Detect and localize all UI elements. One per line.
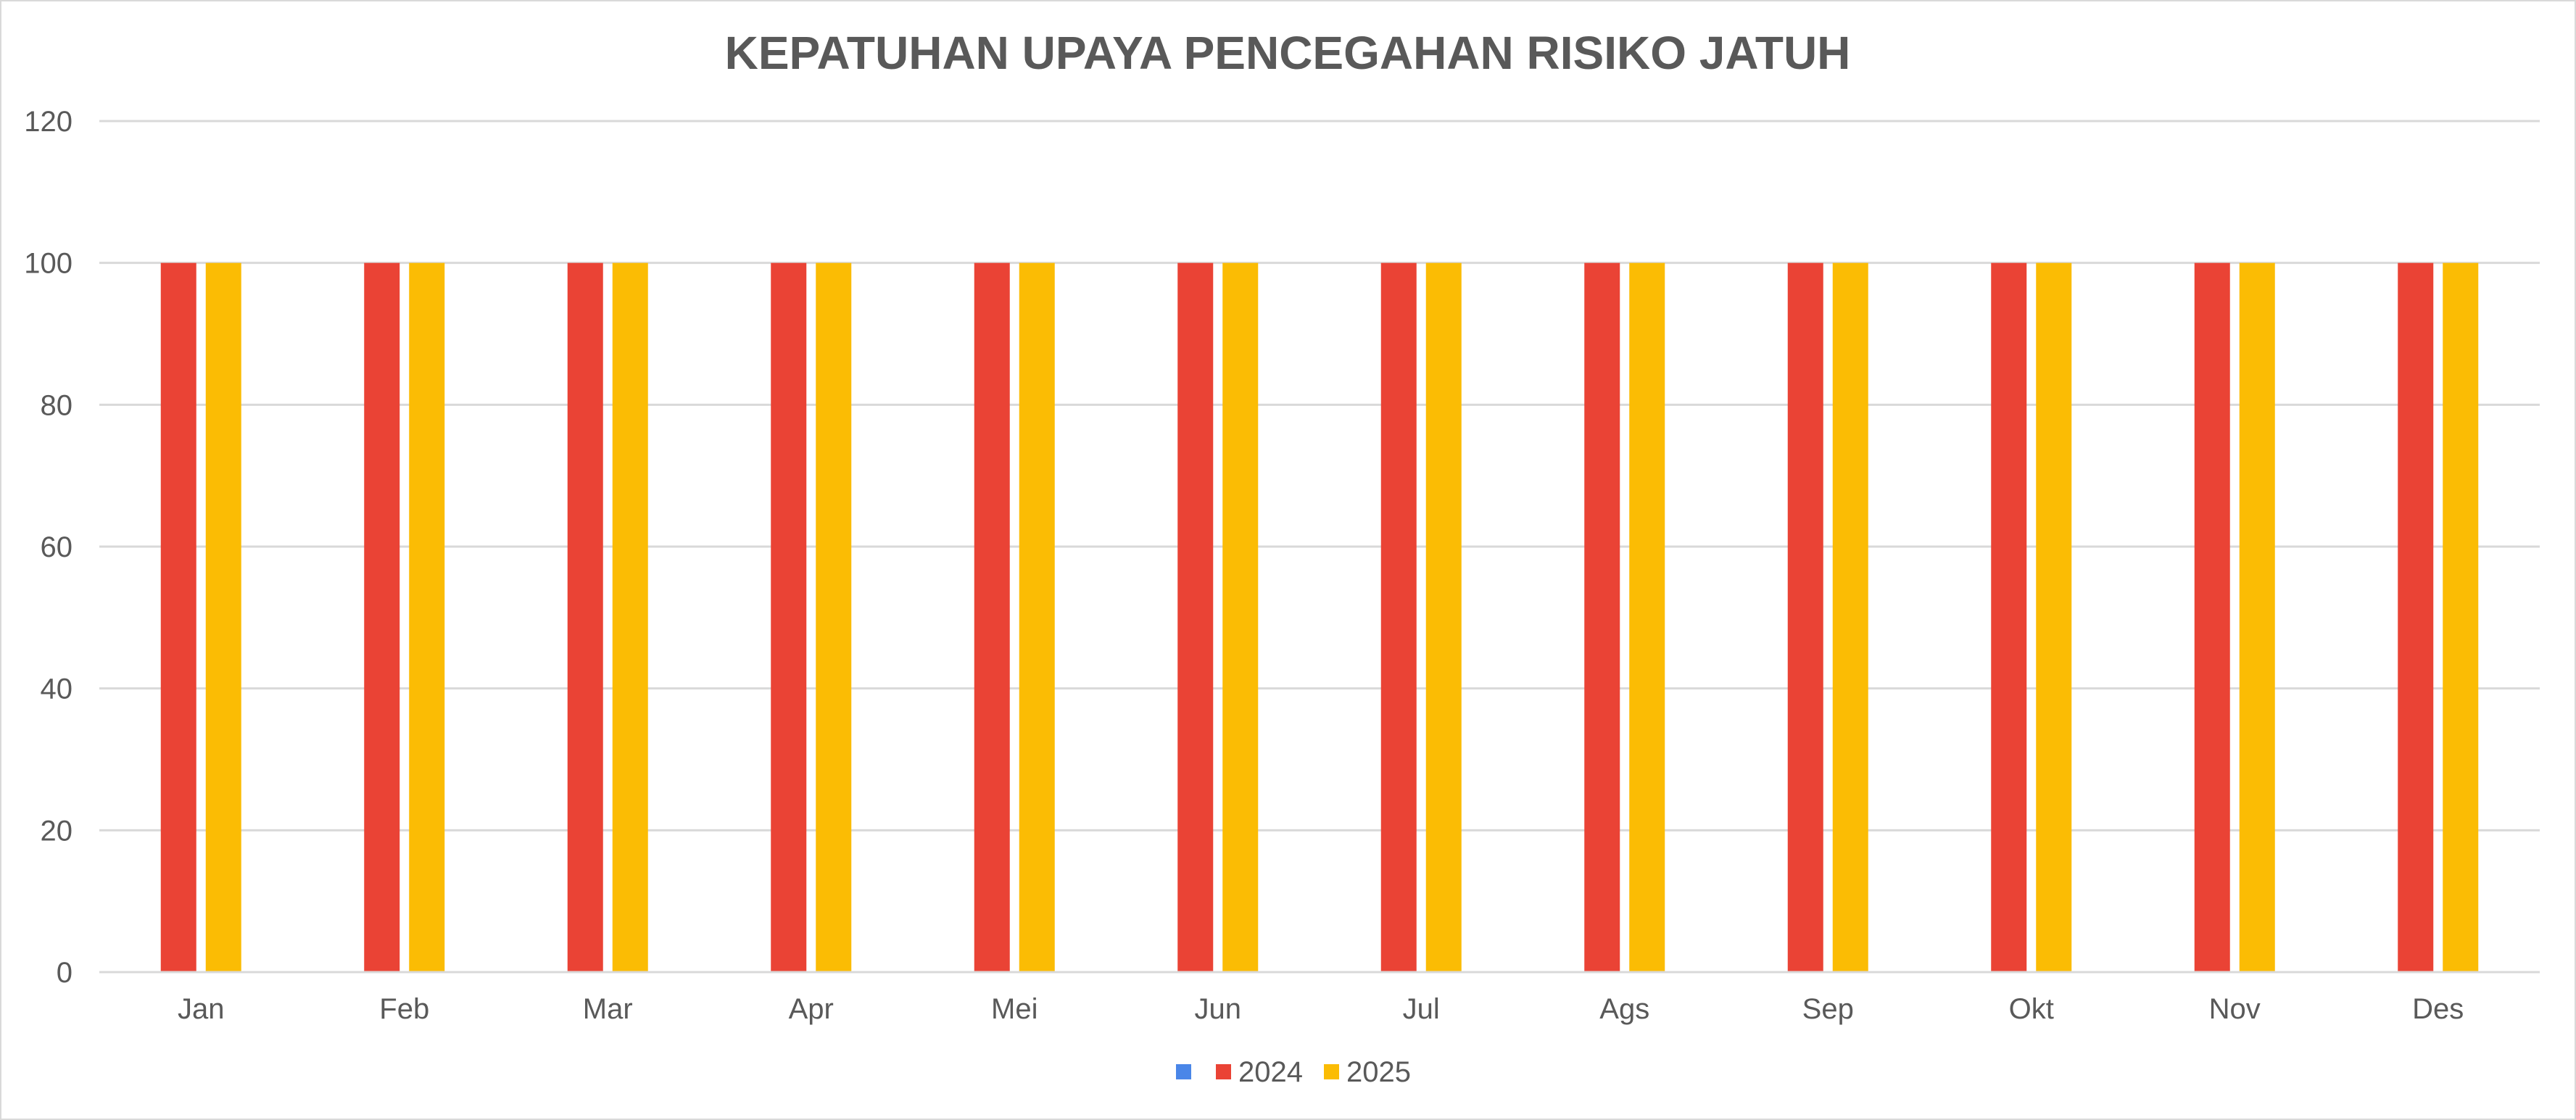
y-tick-label: 40 xyxy=(41,673,73,705)
x-tick-label: Jan xyxy=(178,993,225,1025)
legend-label: 2024 xyxy=(1238,1056,1303,1088)
y-tick-label: 120 xyxy=(24,106,73,138)
bar-2024-Jul xyxy=(1380,262,1417,973)
bar-2025-Apr xyxy=(816,262,852,973)
bar-2025-Jan xyxy=(205,262,241,973)
bar-2024-Des xyxy=(2398,262,2434,973)
x-tick-label: Jun xyxy=(1195,993,1242,1025)
bar-2024-Mar xyxy=(567,262,603,973)
y-tick-label: 0 xyxy=(57,957,73,989)
legend-label: 2025 xyxy=(1346,1056,1411,1088)
x-tick-label: Mei xyxy=(991,993,1038,1025)
bar-2025-Jun xyxy=(1222,262,1259,973)
bar-2024-Jan xyxy=(160,262,196,973)
bar-2025-Okt xyxy=(2036,262,2072,973)
bar-2025-Des xyxy=(2443,262,2479,973)
bars xyxy=(99,262,2540,974)
y-tick-label: 60 xyxy=(41,531,73,563)
bar-2024-Okt xyxy=(1991,262,2027,973)
y-tick-label: 80 xyxy=(41,389,73,421)
bar-2025-Mar xyxy=(612,262,648,973)
bar-2024-Jun xyxy=(1177,262,1214,973)
y-tick-label: 20 xyxy=(41,815,73,847)
legend-swatch xyxy=(1324,1064,1339,1079)
legend: 2024 2025 xyxy=(1176,1056,1411,1088)
bar-2024-Apr xyxy=(771,262,807,973)
legend-swatch xyxy=(1216,1064,1231,1079)
bar-2024-Feb xyxy=(364,262,400,973)
bar-2025-Feb xyxy=(409,262,445,973)
y-tick-label: 100 xyxy=(24,248,73,280)
gridlines xyxy=(99,120,2540,974)
chart-title: KEPATUHAN UPAYA PENCEGAHAN RISIKO JATUH xyxy=(725,27,1851,79)
x-tick-label: Apr xyxy=(789,993,834,1025)
x-tick-label: Okt xyxy=(2009,993,2054,1025)
x-tick-label: Jul xyxy=(1403,993,1440,1025)
bar-2025-Sep xyxy=(1832,262,1868,973)
bar-2025-Nov xyxy=(2239,262,2275,973)
x-tick-label: Des xyxy=(2412,993,2464,1025)
y-axis-ticks: 0 20 40 60 80 100 120 xyxy=(24,106,73,989)
x-axis-ticks: Jan Feb Mar Apr Mei Jun Jul Ags Sep Okt Nov Des xyxy=(178,993,2464,1025)
bar-2025-Jul xyxy=(1425,262,1462,973)
bar-2024-Ags xyxy=(1584,262,1620,973)
bar-2025-Ags xyxy=(1629,262,1665,973)
bar-2024-Sep xyxy=(1787,262,1823,973)
x-tick-label: Ags xyxy=(1599,993,1649,1025)
x-tick-label: Nov xyxy=(2209,993,2261,1025)
x-tick-label: Feb xyxy=(379,993,429,1025)
x-tick-label: Mar xyxy=(583,993,633,1025)
legend-swatch xyxy=(1176,1064,1191,1079)
bar-2024-Mei xyxy=(974,262,1010,973)
bar-2025-Mei xyxy=(1019,262,1055,973)
x-tick-label: Sep xyxy=(1802,993,1854,1025)
bar-2024-Nov xyxy=(2194,262,2230,973)
